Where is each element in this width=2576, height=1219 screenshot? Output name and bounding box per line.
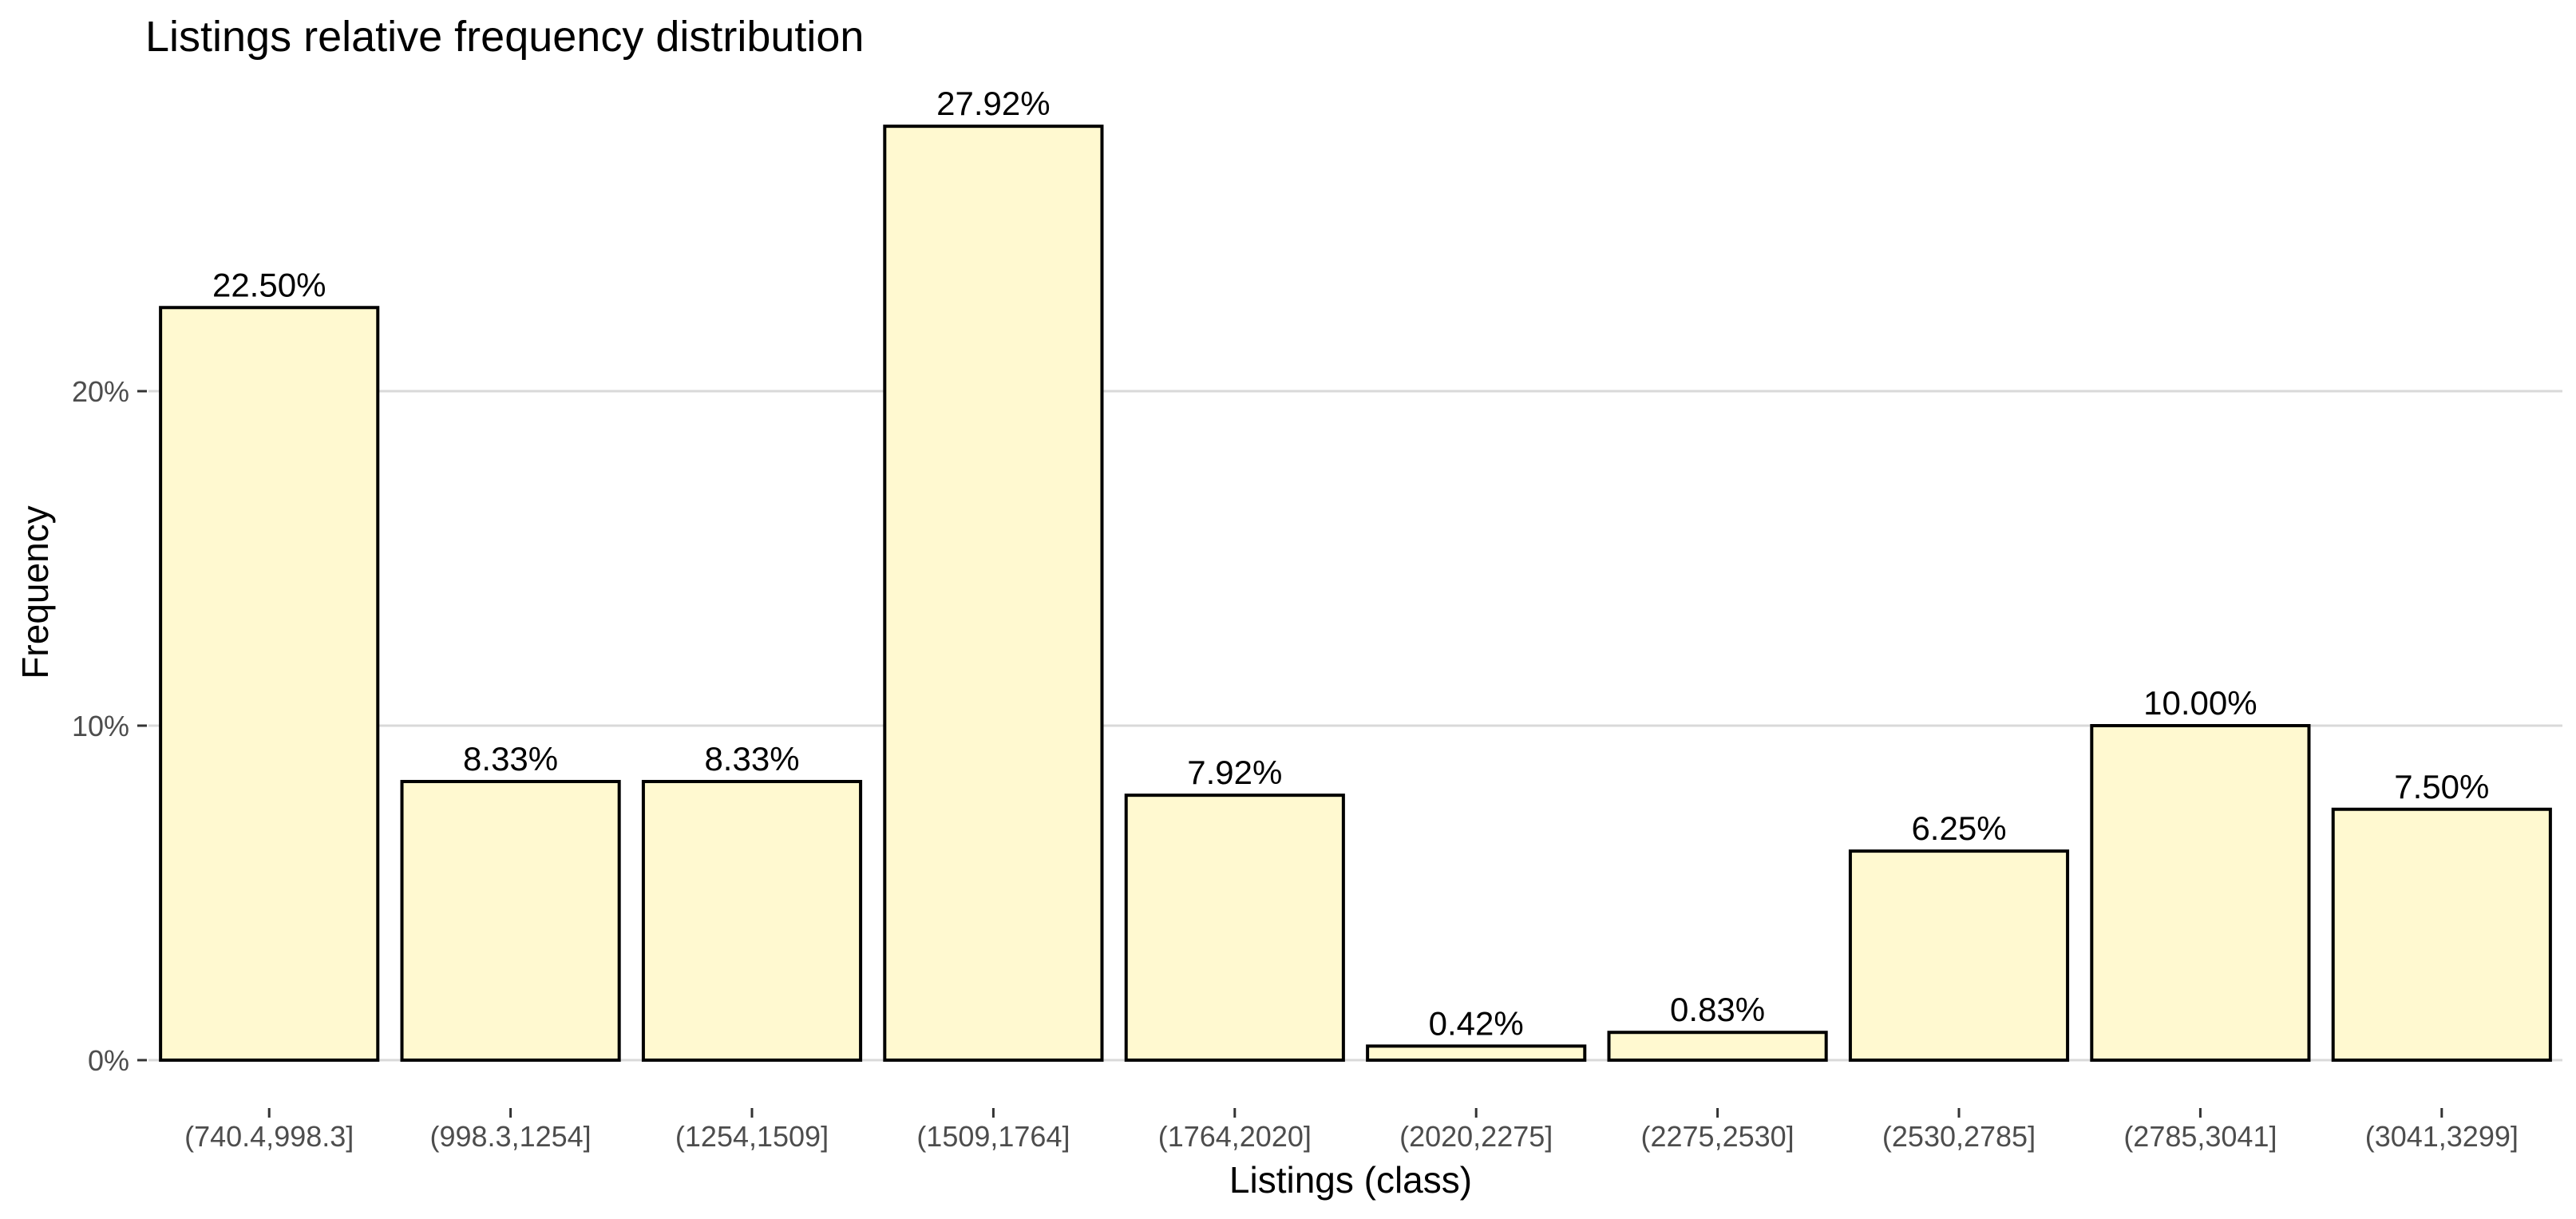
- bar: [1848, 849, 2070, 1062]
- data-labels: 22.50% 8.33% 8.33% 27.92% 7.92% 0.42% 0.83% 6.2…: [212, 85, 2489, 1042]
- x-axis-title: Listings (class): [1229, 1159, 1472, 1201]
- y-tick-label: 10%: [72, 710, 129, 742]
- bar-value-label: 8.33%: [704, 740, 799, 778]
- bar: [2331, 807, 2552, 1062]
- x-tick-label: (2785,3041]: [2123, 1120, 2277, 1153]
- x-tick-label: (3041,3299]: [2365, 1120, 2519, 1153]
- x-tick-label: (998.3,1254]: [430, 1120, 592, 1153]
- bar: [2090, 724, 2311, 1062]
- x-tick-label: (2275,2530]: [1641, 1120, 1794, 1153]
- y-axis: 0% 10% 20%: [72, 375, 147, 1077]
- bar-value-label: 6.25%: [1911, 809, 2006, 847]
- bar-value-label: 0.83%: [1670, 991, 1765, 1028]
- bars: [159, 125, 2552, 1063]
- bar: [1124, 794, 1345, 1062]
- bar-value-label: 0.42%: [1429, 1004, 1524, 1042]
- y-tick-label: 0%: [88, 1044, 129, 1077]
- x-axis: (740.4,998.3] (998.3,1254] (1254,1509] (150…: [184, 1108, 2519, 1153]
- bar-value-label: 8.33%: [463, 740, 558, 778]
- bar-value-label: 7.92%: [1187, 754, 1282, 791]
- x-tick-label: (1254,1509]: [675, 1120, 829, 1153]
- x-tick-label: (2020,2275]: [1399, 1120, 1553, 1153]
- bar: [1607, 1031, 1828, 1063]
- bar-value-label: 27.92%: [936, 85, 1050, 122]
- x-tick-label: (2530,2785]: [1882, 1120, 2036, 1153]
- bar: [883, 125, 1104, 1063]
- bar: [159, 306, 380, 1062]
- y-tick-label: 20%: [72, 375, 129, 408]
- x-tick-label: (740.4,998.3]: [184, 1120, 354, 1153]
- y-axis-title: Frequency: [14, 505, 56, 679]
- x-tick-label: (1764,2020]: [1158, 1120, 1312, 1153]
- bar: [1366, 1044, 1587, 1062]
- x-tick-label: (1509,1764]: [916, 1120, 1070, 1153]
- bar-value-label: 7.50%: [2394, 768, 2489, 805]
- bar-value-label: 10.00%: [2143, 684, 2257, 722]
- bar-value-label: 22.50%: [212, 266, 326, 303]
- bar: [400, 779, 621, 1063]
- chart-title: Listings relative frequency distribution: [145, 13, 864, 61]
- bar: [641, 779, 863, 1063]
